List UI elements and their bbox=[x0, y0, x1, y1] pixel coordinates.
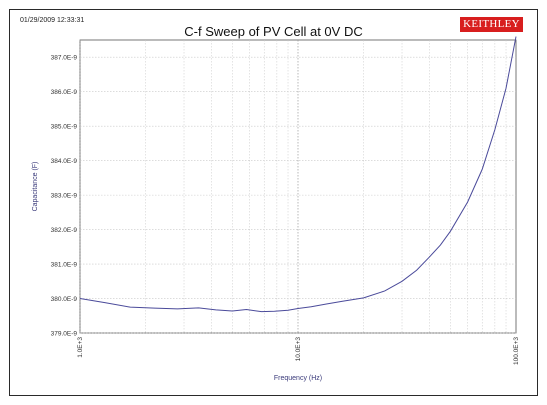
timestamp: 01/29/2009 12:33:31 bbox=[20, 17, 85, 24]
y-axis-label: Capacitance (F) bbox=[32, 162, 39, 212]
brand-logo: KEITHLEY bbox=[460, 17, 523, 32]
chart-title: C-f Sweep of PV Cell at 0V DC bbox=[184, 24, 363, 39]
x-axis-label: Frequency (Hz) bbox=[274, 375, 322, 382]
grid-lines bbox=[79, 40, 516, 334]
x-tick-label: 10.0E+3 bbox=[295, 337, 302, 362]
y-tick-label: 379.0E-9 bbox=[51, 330, 78, 337]
y-tick-label: 386.0E-9 bbox=[51, 89, 78, 96]
y-tick-label: 380.0E-9 bbox=[51, 296, 78, 303]
series-layer bbox=[79, 36, 517, 313]
x-tick-label: 100.0E+3 bbox=[513, 337, 520, 365]
y-tick-label: 381.0E-9 bbox=[51, 261, 78, 268]
x-tick-label: 1.0E+3 bbox=[77, 337, 84, 358]
y-tick-label: 382.0E-9 bbox=[51, 227, 78, 234]
y-tick-label: 387.0E-9 bbox=[51, 55, 78, 62]
series-line bbox=[79, 36, 517, 313]
y-tick-label: 385.0E-9 bbox=[51, 123, 78, 130]
y-tick-label: 383.0E-9 bbox=[51, 192, 78, 199]
tick-labels: 379.0E-9 380.0E-9 381.0E-9 382.0E-9 383.0E-9… bbox=[51, 55, 521, 365]
y-tick-label: 384.0E-9 bbox=[51, 158, 78, 165]
